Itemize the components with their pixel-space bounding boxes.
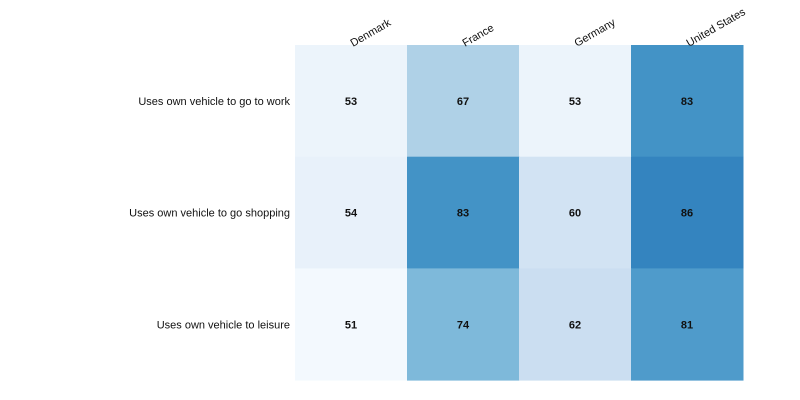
heatmap-cells (295, 45, 744, 381)
heatmap-cell-uses-own-vehicle-to-go-shopping-united-states (631, 156, 744, 269)
data-label: 60 (569, 208, 581, 220)
data-label: 83 (681, 96, 693, 108)
heatmap-value-labels: 53 67 53 83 54 83 60 86 51 74 62 81 (345, 96, 693, 331)
y-tick-label-uses-own-vehicle-to-go-to-work: Uses own vehicle to go to work (138, 96, 290, 108)
heatmap-cell-uses-own-vehicle-to-go-shopping-france (407, 156, 520, 269)
data-label: 81 (681, 319, 693, 331)
heatmap-cell-uses-own-vehicle-to-go-to-work-germany (519, 45, 632, 158)
data-label: 83 (457, 208, 469, 220)
data-label: 67 (457, 96, 469, 108)
heatmap-cell-uses-own-vehicle-to-leisure-france (407, 268, 520, 381)
heatmap-cell-uses-own-vehicle-to-go-to-work-denmark (295, 45, 408, 158)
data-label: 54 (345, 208, 358, 220)
x-tick-label-denmark: Denmark (349, 17, 394, 50)
x-tick-label-germany: Germany (573, 16, 619, 49)
heatmap-cell-uses-own-vehicle-to-leisure-denmark (295, 268, 408, 381)
data-label: 74 (457, 319, 470, 331)
data-label: 62 (569, 319, 581, 331)
heatmap-cell-uses-own-vehicle-to-go-to-work-united-states (631, 45, 744, 158)
heatmap-cell-uses-own-vehicle-to-go-shopping-germany (519, 156, 632, 269)
y-tick-label-uses-own-vehicle-to-go-shopping: Uses own vehicle to go shopping (129, 208, 290, 220)
y-tick-label-uses-own-vehicle-to-leisure: Uses own vehicle to leisure (157, 319, 290, 331)
heatmap-cell-uses-own-vehicle-to-leisure-united-states (631, 268, 744, 381)
data-label: 53 (569, 96, 581, 108)
heatmap-cell-uses-own-vehicle-to-leisure-germany (519, 268, 632, 381)
y-axis-labels: Uses own vehicle to go to work Uses own v… (129, 96, 290, 331)
x-axis-labels: Denmark France Germany United States (349, 6, 749, 50)
data-label: 51 (345, 319, 357, 331)
data-label: 53 (345, 96, 357, 108)
heatmap-cell-uses-own-vehicle-to-go-shopping-denmark (295, 156, 408, 269)
heatmap-cell-uses-own-vehicle-to-go-to-work-france (407, 45, 520, 158)
x-tick-label-united-states: United States (685, 6, 749, 50)
data-label: 86 (681, 208, 693, 220)
